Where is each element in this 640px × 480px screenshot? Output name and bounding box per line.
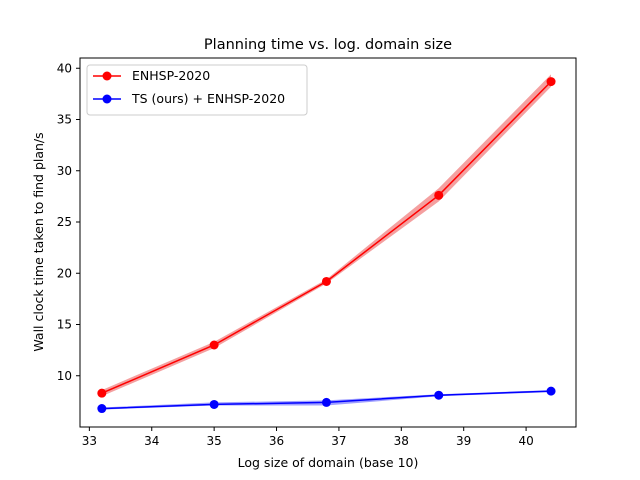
y-tick-label: 20: [57, 266, 72, 280]
legend-marker-ts: [102, 94, 112, 104]
y-tick-label: 10: [57, 369, 72, 383]
x-tick-label: 38: [394, 434, 409, 448]
y-tick-label: 40: [57, 61, 72, 75]
chart-title: Planning time vs. log. domain size: [204, 37, 452, 53]
series-0-point: [321, 276, 331, 286]
series-0-line: [101, 81, 552, 394]
y-axis-label: Wall clock time taken to find plan/s: [31, 132, 46, 351]
series-1-point: [209, 399, 219, 409]
x-tick-label: 37: [331, 434, 346, 448]
series-0-point: [434, 190, 444, 200]
series-0-point: [209, 340, 219, 350]
x-tick-label: 39: [456, 434, 471, 448]
series-0-point: [97, 388, 107, 398]
confidence-bands: [101, 74, 552, 410]
series-1-point: [97, 404, 107, 414]
data-points: [97, 77, 556, 414]
legend-marker-enhsp: [102, 71, 112, 81]
x-tick-label: 33: [82, 434, 97, 448]
x-tick-label: 40: [518, 434, 533, 448]
y-tick-label: 15: [57, 318, 72, 332]
x-tick-label: 34: [144, 434, 159, 448]
series-1-point: [546, 386, 556, 396]
legend: ENHSP-2020 TS (ours) + ENHSP-2020: [86, 64, 308, 116]
x-tick-label: 36: [269, 434, 284, 448]
legend-label-enhsp: ENHSP-2020: [132, 68, 210, 83]
series-1-point: [321, 397, 331, 407]
y-tick-label: 30: [57, 164, 72, 178]
series-0-band: [101, 74, 552, 397]
y-tick-label: 35: [57, 113, 72, 127]
legend-label-ts: TS (ours) + ENHSP-2020: [131, 91, 285, 106]
y-axis-ticks: 10 15 20 25 30 35 40: [57, 61, 80, 383]
series-lines: [101, 81, 552, 410]
y-tick-label: 25: [57, 215, 72, 229]
plot-area-frame: [79, 57, 577, 428]
series-1-point: [434, 390, 444, 400]
legend-box: [86, 64, 308, 116]
x-axis-ticks: 33 34 35 36 37 38 39 40: [82, 427, 534, 448]
x-axis-label: Log size of domain (base 10): [238, 455, 419, 470]
x-tick-label: 35: [206, 434, 221, 448]
series-0-point: [546, 77, 556, 87]
